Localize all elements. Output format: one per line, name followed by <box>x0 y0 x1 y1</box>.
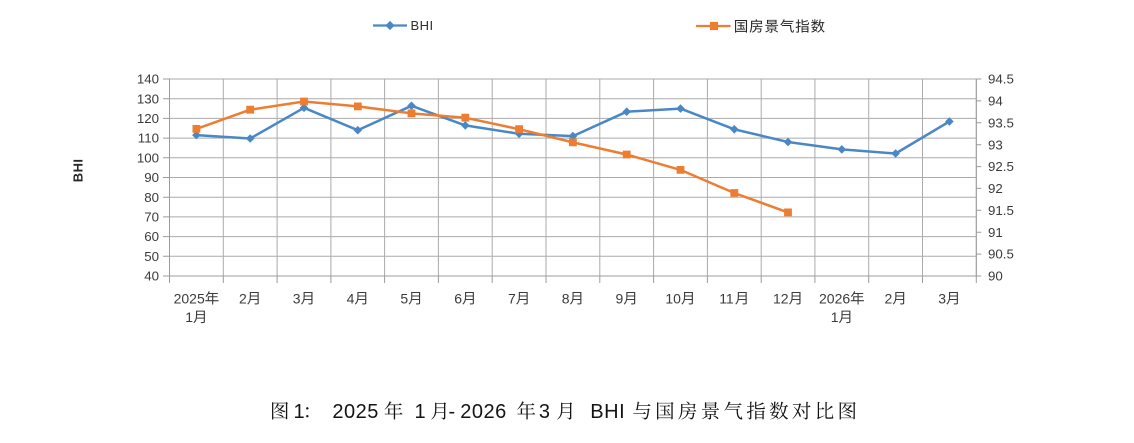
svg-text:BHI: BHI <box>590 401 625 423</box>
svg-text:92.5: 92.5 <box>988 159 1014 174</box>
svg-text:80: 80 <box>144 190 159 205</box>
svg-text:93: 93 <box>988 137 1003 152</box>
svg-text:2: 2 <box>239 290 247 306</box>
svg-text:3: 3 <box>539 401 550 423</box>
svg-text:94: 94 <box>988 94 1003 109</box>
svg-text:40: 40 <box>144 269 159 284</box>
svg-text:12: 12 <box>773 290 789 306</box>
svg-text:1: 1 <box>185 309 193 325</box>
svg-text:1: 1 <box>294 401 305 423</box>
svg-text:91: 91 <box>988 225 1003 240</box>
svg-text:7: 7 <box>508 290 516 306</box>
svg-text:50: 50 <box>144 249 159 264</box>
svg-text:93.5: 93.5 <box>988 115 1014 130</box>
svg-text:2026: 2026 <box>819 290 850 306</box>
svg-text:110: 110 <box>138 131 159 146</box>
svg-text:10: 10 <box>665 290 681 306</box>
svg-text:3: 3 <box>938 290 946 306</box>
svg-text:2: 2 <box>885 290 893 306</box>
svg-text:91.5: 91.5 <box>988 203 1014 218</box>
svg-text:-: - <box>449 401 456 423</box>
svg-text:90: 90 <box>988 269 1003 284</box>
svg-text:BHI: BHI <box>411 18 434 33</box>
svg-text:9: 9 <box>616 290 624 306</box>
svg-text:BHI: BHI <box>70 159 85 183</box>
svg-text:3: 3 <box>293 290 301 306</box>
svg-text:2025: 2025 <box>174 290 205 306</box>
svg-text:120: 120 <box>137 111 159 126</box>
svg-text:140: 140 <box>137 72 159 87</box>
svg-text:90.5: 90.5 <box>988 247 1014 262</box>
svg-text:100: 100 <box>137 150 159 165</box>
svg-text:8: 8 <box>562 290 570 306</box>
svg-text:60: 60 <box>144 229 159 244</box>
svg-text:5: 5 <box>400 290 408 306</box>
svg-text:92: 92 <box>988 181 1003 196</box>
svg-text:4: 4 <box>347 290 355 306</box>
svg-text:90: 90 <box>144 170 159 185</box>
svg-text:94.5: 94.5 <box>988 72 1014 87</box>
svg-text:11: 11 <box>719 290 734 306</box>
svg-text:130: 130 <box>137 91 159 106</box>
svg-text:6: 6 <box>454 290 462 306</box>
svg-text:2026: 2026 <box>460 401 507 423</box>
svg-text:2025: 2025 <box>332 401 379 423</box>
svg-text:1: 1 <box>415 401 426 423</box>
svg-text:70: 70 <box>144 210 159 225</box>
svg-text:1: 1 <box>831 309 839 325</box>
